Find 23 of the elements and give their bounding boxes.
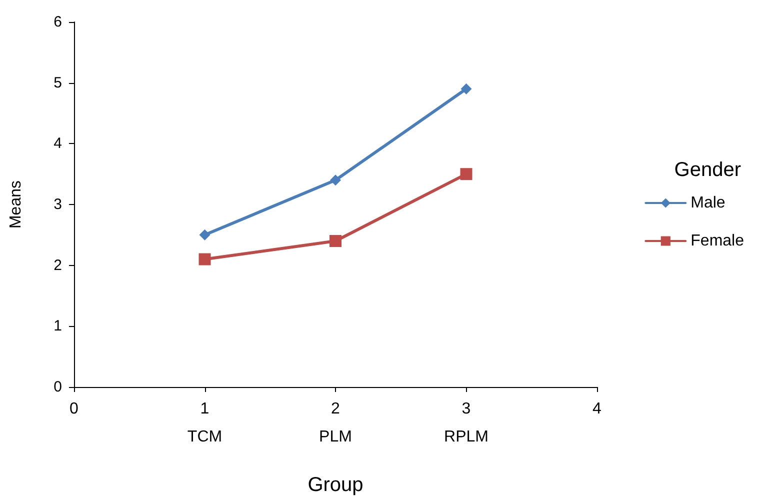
y-tick-label: 1 <box>54 318 62 335</box>
y-tick-label: 2 <box>54 256 62 274</box>
point <box>198 253 211 266</box>
point <box>460 83 472 94</box>
x-axis-title: Group <box>308 474 364 496</box>
x-tick-label: 1 TCM <box>187 400 222 446</box>
legend-label: Female <box>690 232 744 250</box>
x-tick-label: 2 PLM <box>319 400 352 446</box>
y-tick-label: 3 <box>54 196 62 213</box>
y-tick-label: 4 <box>54 135 62 152</box>
y-tick-label: 0 <box>54 378 62 396</box>
y-tick-label: 5 <box>54 74 62 92</box>
y-axis-title: Means <box>8 180 24 229</box>
legend-label: Male <box>690 194 726 212</box>
point <box>330 174 341 186</box>
point <box>330 235 342 247</box>
x-tick-label: 4 <box>592 400 602 418</box>
y-tick-label: 6 <box>54 14 62 30</box>
x-tick-label: 3 RPLM <box>444 400 488 446</box>
legend-title: Gender <box>674 159 742 181</box>
x-tick-label: 0 <box>70 400 79 418</box>
point <box>199 229 210 240</box>
point <box>460 168 472 180</box>
